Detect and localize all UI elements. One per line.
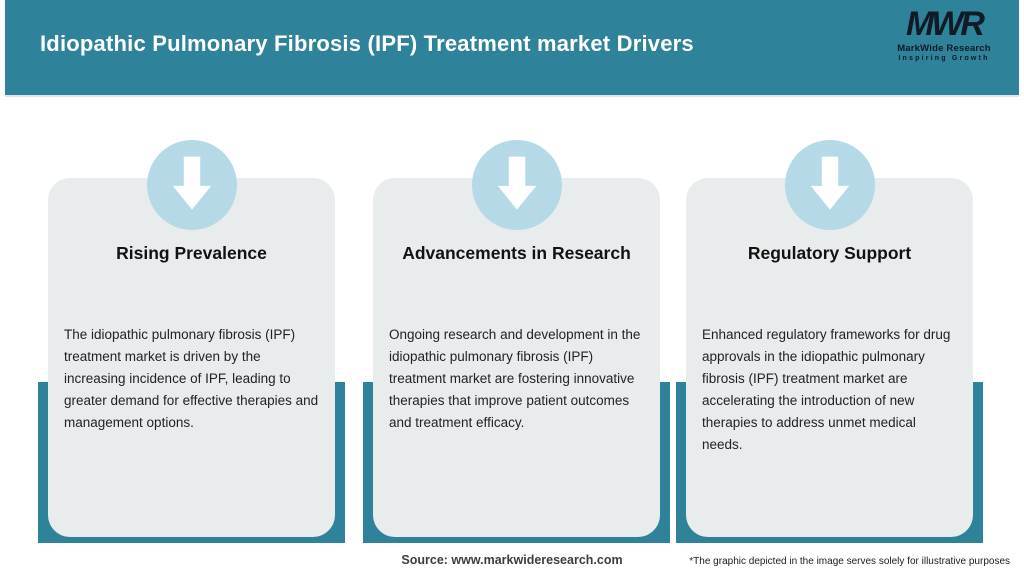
logo-monogram: MWR xyxy=(906,5,985,43)
driver-card: Regulatory Support Enhanced regulatory f… xyxy=(686,178,973,537)
header-bar: Idiopathic Pulmonary Fibrosis (IPF) Trea… xyxy=(5,0,1019,97)
arrow-circle xyxy=(784,140,875,230)
card-title: Regulatory Support xyxy=(747,243,912,263)
driver-column-advancements-in-research: Advancements in Research Ongoing researc… xyxy=(363,140,670,543)
logo-name: MarkWide Research xyxy=(897,42,991,54)
card-body: Ongoing research and development in the … xyxy=(389,327,641,430)
driver-column-regulatory-support: Regulatory Support Enhanced regulatory f… xyxy=(676,140,983,543)
source-text: Source: www.markwideresearch.com xyxy=(401,553,623,567)
card-title: Rising Prevalence xyxy=(116,243,267,263)
arrow-circle xyxy=(471,140,562,230)
down-arrow-icon xyxy=(497,156,536,210)
disclaimer-text: *The graphic depicted in the image serve… xyxy=(689,556,1010,567)
markwide-research-logo: MWR MarkWide Research Inspiring Growth xyxy=(885,5,1003,62)
driver-card: Advancements in Research Ongoing researc… xyxy=(373,178,660,537)
driver-card: Rising Prevalence The idiopathic pulmona… xyxy=(48,178,335,537)
driver-column-rising-prevalence: Rising Prevalence The idiopathic pulmona… xyxy=(38,140,345,543)
logo-tagline: Inspiring Growth xyxy=(898,54,990,62)
card-body: Enhanced regulatory frameworks for drug … xyxy=(702,327,951,452)
page-title: Idiopathic Pulmonary Fibrosis (IPF) Trea… xyxy=(40,30,694,56)
arrow-circle xyxy=(146,140,237,230)
down-arrow-icon xyxy=(810,156,849,210)
down-arrow-icon xyxy=(172,156,211,210)
card-body: The idiopathic pulmonary fibrosis (IPF) … xyxy=(64,327,319,430)
card-title: Advancements in Research xyxy=(402,243,631,263)
